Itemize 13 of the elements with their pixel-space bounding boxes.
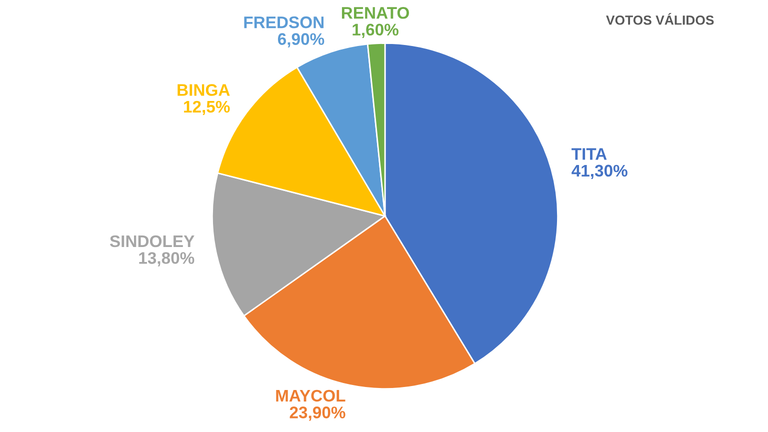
- slice-label: MAYCOL: [276, 390, 346, 402]
- slice-label: SINDOLEY: [110, 235, 194, 248]
- slice-label: BINGA: [178, 84, 230, 96]
- text: VOTOS VÁLIDOS: [606, 12, 714, 25]
- slice-label: TITA: [572, 148, 607, 160]
- data-label: 13,80%: [139, 252, 194, 266]
- data-label: 41,30%: [572, 164, 628, 180]
- slice-label: RENATO: [342, 7, 409, 19]
- data-label: 6,90%: [278, 33, 324, 48]
- data-label: 12,5%: [184, 100, 230, 116]
- data-label: 23,90%: [290, 406, 346, 421]
- data-label: 1,60%: [352, 24, 398, 38]
- slice-label: FREDSON: [244, 16, 324, 28]
